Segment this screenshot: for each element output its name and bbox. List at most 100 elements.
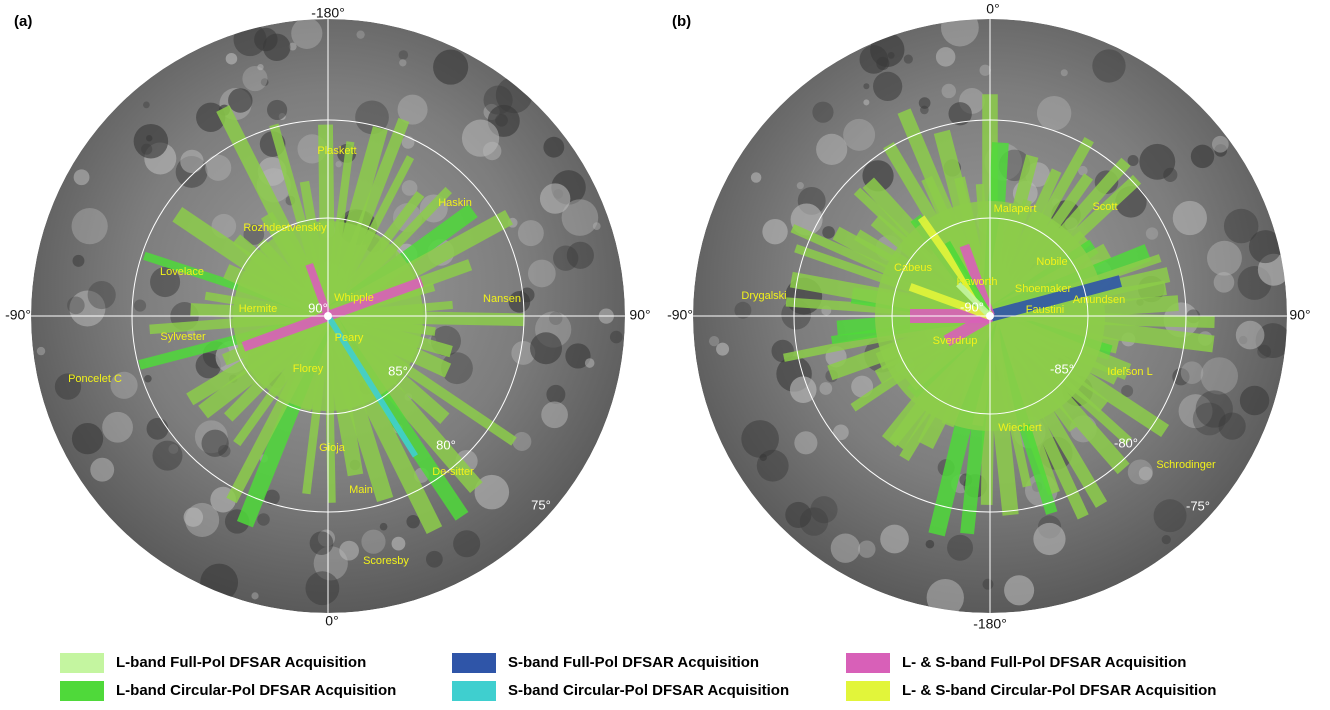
crater-shade	[887, 51, 895, 59]
crater-shade	[1211, 135, 1229, 153]
crater-shade	[527, 259, 556, 288]
crater-shade	[309, 531, 334, 555]
crater-shade	[1213, 272, 1235, 293]
crater-shade	[355, 100, 389, 135]
crater-shade	[67, 296, 85, 315]
crater-label: De-sitter	[432, 466, 474, 478]
crater-shade	[1214, 144, 1228, 157]
crater-shade	[495, 113, 508, 127]
crater-shade	[794, 431, 818, 455]
crater-shade	[1223, 208, 1259, 244]
legend-label: L-band Circular-Pol DFSAR Acquisition	[116, 682, 396, 699]
crater-label: Florey	[293, 363, 324, 375]
crater-label: Drygalski	[741, 290, 786, 302]
crater-shade	[561, 199, 599, 236]
crater-shade	[180, 149, 204, 174]
crater-shade	[716, 342, 730, 356]
latitude-label: -85°	[1050, 361, 1074, 376]
crater-shade	[873, 71, 903, 101]
latitude-label: 80°	[436, 437, 456, 452]
crater-shade	[242, 66, 268, 92]
legend-label: L- & S-band Full-Pol DFSAR Acquisition	[902, 654, 1186, 671]
crater-shade	[152, 440, 183, 471]
crater-shade	[822, 226, 835, 239]
crater-shade	[584, 358, 595, 368]
crater-shade	[441, 352, 473, 385]
axis-label: 0°	[325, 613, 338, 629]
panel-label: (a)	[14, 13, 32, 30]
crater-shade	[982, 578, 994, 590]
crater-shade	[925, 539, 935, 549]
latitude-label: -90°	[960, 299, 984, 314]
crater-shade	[1255, 323, 1287, 359]
crater-shade	[257, 63, 264, 71]
crater-shade	[810, 496, 838, 524]
crater-shade	[225, 52, 238, 65]
crater-shade	[401, 136, 415, 149]
crater-shade	[257, 513, 270, 526]
crater-shade	[750, 172, 762, 183]
crater-label: Peary	[335, 332, 364, 344]
crater-shade	[565, 343, 591, 369]
crater-shade	[816, 133, 848, 165]
crater-shade	[1033, 522, 1066, 556]
crater-shade	[146, 135, 153, 142]
crater-shade	[734, 301, 752, 319]
crater-shade	[762, 218, 788, 245]
pole-marker	[324, 312, 332, 320]
crater-shade	[251, 592, 259, 600]
crater-shade	[71, 422, 104, 455]
crater-shade	[833, 424, 849, 441]
crater-label: Plaskett	[317, 145, 356, 157]
crater-shade	[785, 501, 812, 528]
crater-shade	[201, 429, 229, 457]
crater-label: Poncelet C	[68, 373, 122, 385]
legend-swatch	[452, 653, 496, 673]
acquisition-swath	[943, 310, 993, 347]
crater-shade	[69, 290, 106, 327]
crater-label: Lovelace	[160, 266, 204, 278]
legend-label: L- & S-band Circular-Pol DFSAR Acquisiti…	[902, 682, 1216, 699]
crater-shade	[1239, 385, 1270, 416]
crater-shade	[903, 54, 913, 64]
crater-shade	[851, 375, 874, 398]
crater-shade	[474, 474, 510, 510]
crater-shade	[1127, 459, 1153, 485]
crater-shade	[1121, 384, 1134, 397]
crater-shade	[73, 169, 90, 186]
crater-shade	[87, 280, 116, 310]
crater-shade	[146, 417, 169, 440]
crater-shade	[948, 102, 972, 126]
crater-shade	[918, 97, 931, 109]
crater-label: Sylvester	[160, 331, 206, 343]
acquisition-swath	[988, 275, 1122, 322]
crater-shade	[609, 330, 623, 344]
crater-shade	[200, 563, 239, 602]
acquisition-swath	[908, 283, 992, 320]
crater-shade	[379, 522, 388, 531]
crater-shade	[1139, 143, 1176, 180]
crater-shade	[592, 222, 601, 231]
crater-shade	[361, 529, 386, 554]
axis-label: -90°	[5, 307, 31, 323]
crater-label: Cabeus	[894, 262, 932, 274]
crater-shade	[433, 49, 469, 85]
crater-shade	[741, 420, 779, 458]
crater-label: Haworth	[957, 276, 998, 288]
crater-shade	[979, 64, 991, 76]
crater-shade	[397, 94, 428, 125]
crater-shade	[541, 401, 568, 429]
crater-label: Shoemaker	[1015, 283, 1072, 295]
crater-shade	[843, 118, 876, 151]
crater-shade	[708, 335, 720, 347]
acquisition-swath	[956, 282, 993, 319]
crater-shade	[183, 507, 204, 527]
crater-shade	[880, 524, 909, 554]
crater-shade	[356, 30, 365, 39]
crater-shade	[935, 47, 956, 67]
crater-label: Nansen	[483, 293, 521, 305]
crater-shade	[789, 376, 817, 404]
crater-shade	[1172, 200, 1207, 236]
crater-shade	[1195, 390, 1233, 428]
crater-shade	[863, 83, 870, 90]
